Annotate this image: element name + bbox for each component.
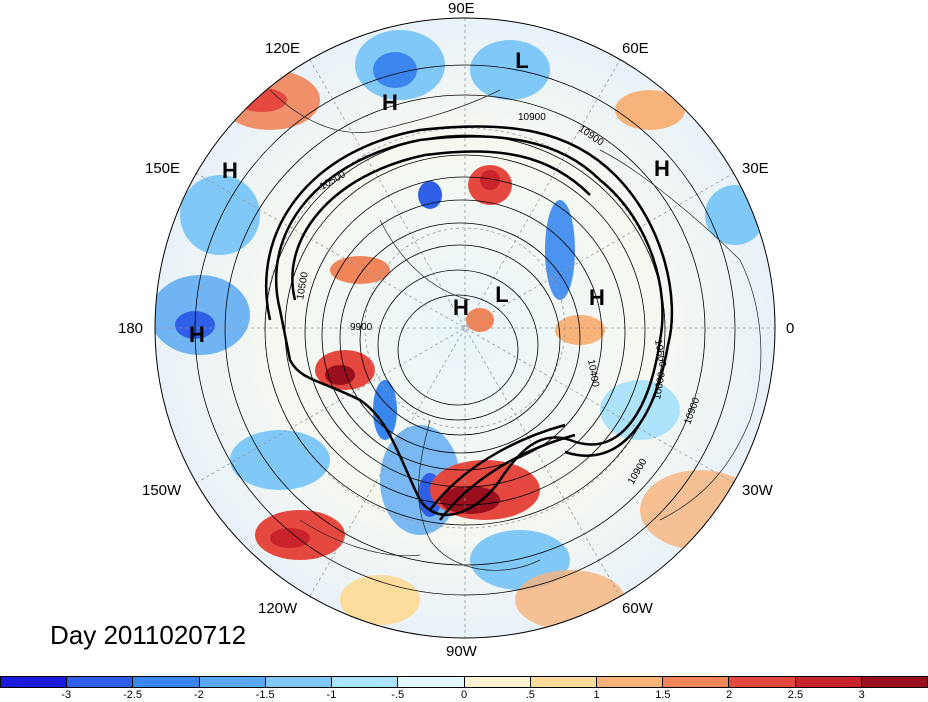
colorbar-cell xyxy=(596,677,664,687)
colorbar-tick-label: -2.5 xyxy=(123,689,143,701)
lon-label-30w: 30W xyxy=(742,482,773,499)
lon-label-150e: 150E xyxy=(145,160,181,177)
jet-contours xyxy=(265,125,674,521)
colorbar-cell xyxy=(1,677,68,687)
colorbar-tick-label: -1 xyxy=(326,689,337,701)
colorbar-cell xyxy=(729,677,796,687)
pressure-center-label: H xyxy=(654,156,670,181)
colorbar-tick-label: -2 xyxy=(193,689,204,701)
colorbar-tick-label: 3 xyxy=(858,689,865,701)
lon-label-30e: 30E xyxy=(742,160,769,177)
colorbar-cell xyxy=(332,677,399,687)
pressure-center-label: H xyxy=(382,90,398,115)
lon-label-180: 180 xyxy=(118,320,144,337)
colorbar-cell xyxy=(133,677,200,687)
colorbar-tick-label: -1.5 xyxy=(255,689,275,701)
lon-label-120e: 120E xyxy=(265,40,301,57)
contour-label: 10600 xyxy=(652,339,668,369)
lon-label-150w: 150W xyxy=(142,482,182,499)
colorbar-tick-label: 2 xyxy=(726,689,733,701)
colorbar-cell xyxy=(663,677,730,687)
lon-label-120w: 120W xyxy=(258,600,298,617)
colorbar-tick-label: -.5 xyxy=(391,689,405,701)
colorbar-cell xyxy=(530,677,597,687)
day-title: Day 2011020712 xyxy=(50,620,247,650)
colorbar-cell xyxy=(795,677,862,687)
coastlines xyxy=(269,89,762,571)
globe-outline xyxy=(154,17,776,639)
pressure-center-label: L xyxy=(495,282,508,307)
lon-label-60w: 60W xyxy=(622,600,653,617)
colorbar-tick-label: 1 xyxy=(593,689,600,701)
colorbar-tick-label: -3 xyxy=(61,689,72,701)
contour-label: 10400 xyxy=(585,359,601,389)
colorbar-cell xyxy=(199,677,266,687)
pressure-center-label: L xyxy=(515,48,528,73)
colorbar-cell xyxy=(398,677,465,687)
lon-label-90e: 90E xyxy=(448,0,475,17)
colorbar xyxy=(0,676,928,688)
colorbar-cell xyxy=(464,677,531,687)
height-contours xyxy=(194,64,736,596)
colorbar-tick-label: .5 xyxy=(525,689,535,701)
colorbar-tick-label: 1.5 xyxy=(655,689,671,701)
contour-label: 10900 xyxy=(518,112,546,123)
pressure-center-label: H xyxy=(222,158,238,183)
lon-label-60e: 60E xyxy=(622,40,649,57)
pressure-center-label: H xyxy=(589,285,605,310)
colorbar-cell xyxy=(265,677,333,687)
lon-label-90w: 90W xyxy=(446,643,477,660)
colorbar-cell xyxy=(67,677,134,687)
colorbar-tick-label: 0 xyxy=(460,689,468,701)
colorbar-cell xyxy=(861,677,928,687)
contour-label: 9900 xyxy=(350,322,373,333)
lon-label-0: 0 xyxy=(786,320,795,337)
contour-label: 10500 xyxy=(295,271,311,301)
pressure-center-label: H xyxy=(189,322,205,347)
pressure-center-label: H xyxy=(453,295,469,320)
colorbar-tick-label: 2.5 xyxy=(787,689,804,701)
contour-label: 10600 xyxy=(652,371,668,401)
